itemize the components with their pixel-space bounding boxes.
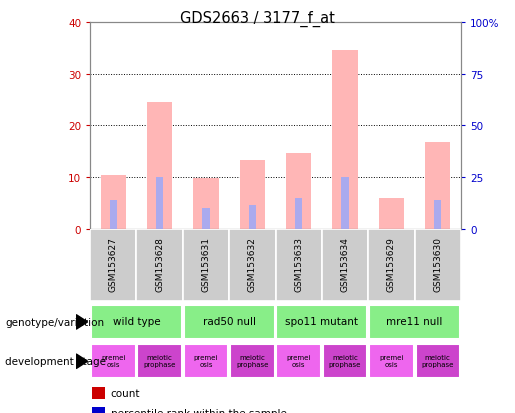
- Bar: [434, 201, 441, 229]
- Text: meiotic
prophase: meiotic prophase: [329, 354, 361, 367]
- Bar: [229, 229, 276, 301]
- Text: GSM153627: GSM153627: [109, 237, 118, 291]
- Bar: [184, 305, 274, 339]
- Bar: [110, 201, 117, 229]
- Polygon shape: [76, 315, 88, 330]
- Text: premei
osis: premei osis: [286, 354, 311, 367]
- Bar: [277, 305, 367, 339]
- Text: meiotic
prophase: meiotic prophase: [422, 354, 454, 367]
- Bar: [91, 305, 182, 339]
- Text: GSM153632: GSM153632: [248, 237, 257, 291]
- Bar: [138, 344, 182, 378]
- Text: spo11 mutant: spo11 mutant: [285, 316, 358, 326]
- Text: GSM153634: GSM153634: [340, 237, 350, 291]
- Bar: [286, 153, 312, 229]
- Bar: [369, 305, 460, 339]
- Text: premei
osis: premei osis: [101, 354, 126, 367]
- Bar: [341, 178, 349, 229]
- Text: GSM153631: GSM153631: [201, 237, 211, 291]
- Text: premei
osis: premei osis: [194, 354, 218, 367]
- Bar: [184, 344, 228, 378]
- Bar: [230, 344, 274, 378]
- Bar: [193, 178, 219, 229]
- Bar: [416, 344, 460, 378]
- Bar: [239, 161, 265, 229]
- Bar: [369, 344, 414, 378]
- Bar: [100, 176, 126, 229]
- Bar: [415, 229, 461, 301]
- Text: mre11 null: mre11 null: [386, 316, 443, 326]
- Bar: [202, 209, 210, 229]
- Bar: [277, 344, 321, 378]
- Bar: [323, 344, 367, 378]
- Text: premei
osis: premei osis: [379, 354, 404, 367]
- Bar: [90, 229, 136, 301]
- Bar: [276, 229, 322, 301]
- Bar: [147, 103, 173, 229]
- Text: meiotic
prophase: meiotic prophase: [236, 354, 268, 367]
- Text: percentile rank within the sample: percentile rank within the sample: [111, 408, 287, 413]
- Bar: [295, 198, 302, 229]
- Bar: [368, 229, 415, 301]
- Bar: [136, 229, 183, 301]
- Text: genotype/variation: genotype/variation: [5, 317, 104, 327]
- Bar: [91, 344, 135, 378]
- Text: development stage: development stage: [5, 356, 106, 366]
- Text: GSM153630: GSM153630: [433, 237, 442, 291]
- Text: rad50 null: rad50 null: [203, 316, 255, 326]
- Bar: [183, 229, 229, 301]
- Text: GSM153628: GSM153628: [155, 237, 164, 291]
- Polygon shape: [76, 354, 88, 369]
- Bar: [156, 178, 163, 229]
- Text: GDS2663 / 3177_f_at: GDS2663 / 3177_f_at: [180, 10, 335, 26]
- Bar: [332, 51, 358, 229]
- Bar: [379, 198, 404, 229]
- Text: meiotic
prophase: meiotic prophase: [144, 354, 176, 367]
- Bar: [249, 206, 256, 229]
- Text: count: count: [111, 388, 140, 398]
- Text: GSM153633: GSM153633: [294, 237, 303, 291]
- Text: wild type: wild type: [113, 316, 160, 326]
- Bar: [322, 229, 368, 301]
- Text: GSM153629: GSM153629: [387, 237, 396, 291]
- Bar: [425, 142, 451, 229]
